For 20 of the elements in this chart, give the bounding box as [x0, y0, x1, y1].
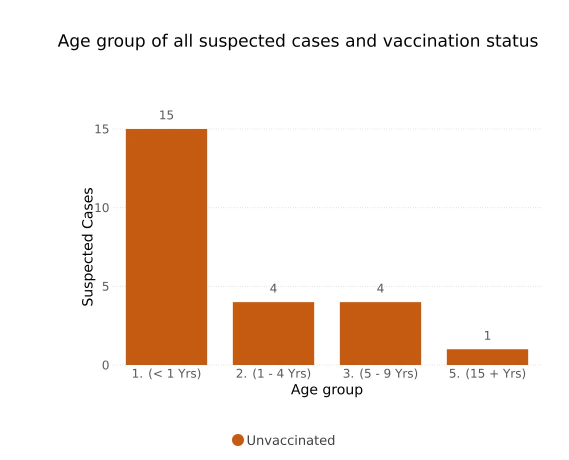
- data-label: 4: [270, 284, 277, 293]
- x-tick-label: 5. (15 + Yrs): [450, 368, 526, 380]
- y-tick-label: 10: [96, 203, 109, 212]
- y-tick-label: 15: [96, 124, 108, 134]
- data-label: 15: [160, 110, 174, 120]
- y-tick-label: 5: [102, 282, 108, 291]
- bar: [232, 302, 314, 365]
- data-label: 1: [485, 330, 490, 340]
- x-axis-title: Age group: [291, 384, 362, 398]
- legend-label: Unvaccinated: [248, 434, 334, 446]
- x-tick-label: 1. (< 1 Yrs): [132, 368, 200, 380]
- y-tick-label: 0: [102, 360, 109, 370]
- chart-title: Age group of all suspected cases and vaccination status: [58, 34, 538, 50]
- x-tick-label: 3. (5 - 9 Yrs): [344, 368, 418, 380]
- bar: [126, 128, 208, 365]
- bar: [446, 349, 528, 365]
- data-label: 4: [377, 284, 384, 293]
- bar: [340, 302, 422, 365]
- x-tick-label: 2. (1 - 4 Yrs): [236, 368, 310, 380]
- y-axis-title: Suspected Cases: [82, 188, 96, 306]
